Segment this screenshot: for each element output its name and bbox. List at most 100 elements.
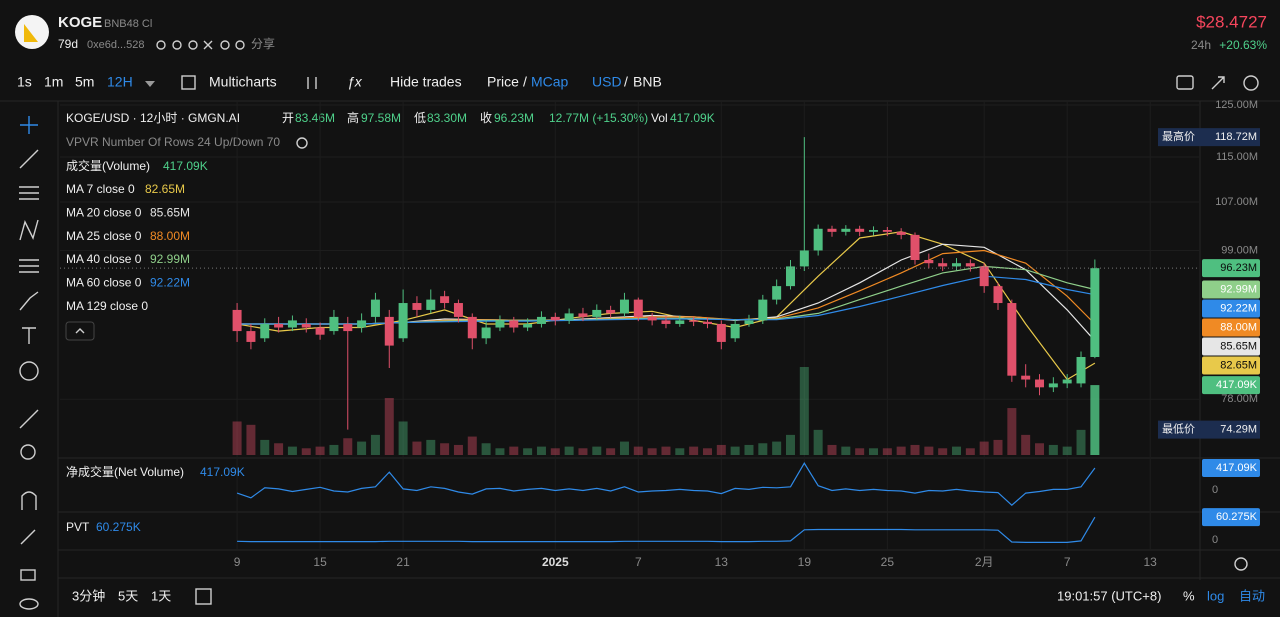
volume-bar: [523, 448, 533, 455]
volume-bar: [799, 367, 809, 455]
candle-body: [896, 231, 906, 235]
volume-bar: [606, 448, 616, 455]
volume-bar: [716, 444, 726, 455]
candle-body: [370, 299, 380, 317]
log-button[interactable]: log: [1207, 588, 1224, 603]
mcap-toggle[interactable]: MCap: [531, 74, 569, 90]
ma-line: [237, 275, 1096, 325]
candle-body: [702, 321, 712, 324]
multicharts-icon[interactable]: [181, 75, 196, 90]
ma-legend-value: 85.65M: [150, 205, 190, 219]
screenshot-icon[interactable]: [1176, 75, 1194, 90]
fx-icon[interactable]: ƒx: [347, 74, 363, 90]
x-tick-label: 2025: [542, 555, 569, 569]
volume-bar: [357, 441, 367, 455]
volume-bar: [1090, 385, 1100, 455]
candle-body: [979, 266, 989, 287]
percent-button[interactable]: %: [1183, 588, 1195, 603]
volume-bar: [813, 429, 823, 455]
volume-bar: [910, 444, 920, 455]
volume-bar: [1076, 429, 1086, 455]
usd-toggle[interactable]: USD: [592, 74, 622, 90]
interval-button[interactable]: 12H: [107, 74, 133, 90]
volume-bar: [536, 446, 546, 455]
volume-bar: [924, 446, 934, 455]
interval-button[interactable]: 1s: [17, 74, 32, 90]
volume-bar: [827, 444, 837, 455]
candle-body: [647, 316, 657, 321]
candle-body: [813, 228, 823, 251]
social-icons[interactable]: [156, 40, 245, 50]
pvt-legend: PVT: [66, 520, 90, 534]
axis-value-box: [1202, 459, 1260, 478]
net_volume-line: [236, 462, 1096, 507]
price-toggle[interactable]: Price: [487, 74, 519, 90]
candle-body: [592, 309, 602, 317]
x-tick-label: 19: [798, 555, 812, 569]
visibility-icon[interactable]: [296, 137, 308, 149]
volume-bar: [1021, 434, 1031, 455]
high-label: 高: [347, 110, 359, 125]
candle-body: [785, 266, 795, 287]
ma-legend: MA 60 close 0: [66, 275, 142, 289]
volume-bar: [1048, 444, 1058, 455]
drawing-tools[interactable]: [19, 116, 39, 610]
candle-body: [329, 316, 339, 332]
calendar-icon[interactable]: [195, 588, 212, 605]
candle-body: [384, 316, 394, 346]
range-button[interactable]: 1天: [151, 588, 171, 603]
indicator-icon[interactable]: [307, 77, 317, 89]
candle-body: [619, 299, 629, 314]
candle-body: [841, 228, 851, 232]
share-button[interactable]: 分享: [251, 36, 275, 51]
collapse-button[interactable]: [65, 321, 95, 341]
change-value: 12.77M (+15.30%): [549, 111, 648, 125]
volume-bar: [550, 448, 560, 455]
axis-value-box: [1202, 280, 1260, 299]
range-button[interactable]: 5天: [118, 588, 138, 603]
bnb-toggle[interactable]: BNB: [633, 74, 662, 90]
volume-bar: [246, 424, 256, 455]
interval-button[interactable]: 1m: [44, 74, 63, 90]
token-name: KOGE: [58, 14, 102, 31]
multicharts-button[interactable]: Multicharts: [209, 74, 277, 90]
axis-settings-icon[interactable]: [1234, 557, 1248, 571]
candle-body: [357, 320, 367, 328]
interval-button[interactable]: 5m: [75, 74, 94, 90]
candle-body: [799, 250, 809, 267]
volume-bar: [730, 446, 740, 455]
candle-body: [758, 299, 768, 321]
token-address[interactable]: 0xe6d...528: [87, 39, 145, 51]
candle-body: [426, 299, 436, 310]
candle-body: [495, 320, 505, 328]
open-value: 83.46M: [295, 111, 335, 125]
axis-value-box: [1202, 356, 1260, 375]
range-button[interactable]: 3分钟: [72, 588, 105, 603]
volume-bar: [938, 448, 948, 455]
interval-dropdown[interactable]: [145, 81, 155, 87]
candle-body: [1076, 356, 1086, 384]
axis-value-label: 417.09K: [1216, 462, 1258, 474]
x-tick-label: 9: [234, 555, 241, 569]
separator: /: [624, 74, 628, 90]
x-tick-label: 13: [1144, 555, 1158, 569]
auto-button[interactable]: 自动: [1239, 588, 1265, 603]
net-volume-legend: 净成交量(Net Volume): [66, 464, 184, 479]
y-tick-label: 107.00M: [1215, 196, 1258, 208]
volume-bar: [1062, 446, 1072, 455]
volume-bar: [509, 446, 519, 455]
high-value: 97.58M: [361, 111, 401, 125]
volume-bar: [758, 443, 768, 455]
hide-trades-button[interactable]: Hide trades: [390, 74, 462, 90]
volume-bar: [1007, 408, 1017, 455]
extreme-label: 最低价: [1162, 423, 1195, 436]
fullscreen-icon[interactable]: [1211, 76, 1225, 90]
x-tick-label: 21: [396, 555, 410, 569]
candle-body: [993, 286, 1003, 304]
volume-bar: [370, 434, 380, 455]
axis-value-box: [1202, 299, 1260, 318]
axis-value-box: [1202, 376, 1260, 395]
settings-icon[interactable]: [1243, 75, 1259, 91]
candle-body: [633, 299, 643, 317]
